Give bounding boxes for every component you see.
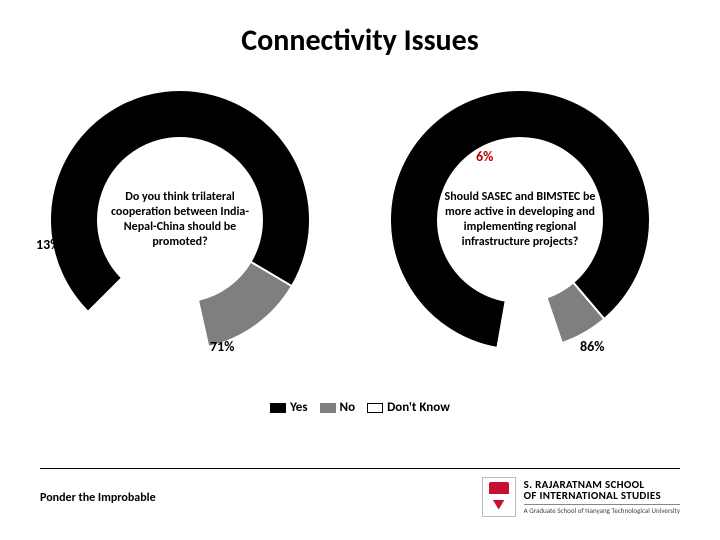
- slice-label: 71%: [210, 338, 234, 355]
- legend-label: Don't Know: [387, 400, 450, 415]
- donut-chart-left: Do you think trilateral cooperation betw…: [40, 80, 340, 360]
- legend-item: No: [320, 400, 356, 415]
- footer-tagline: Ponder the Improbable: [40, 485, 156, 505]
- legend: Yes No Don't Know: [0, 400, 720, 417]
- donut-center-text-left: Do you think trilateral cooperation betw…: [40, 80, 320, 360]
- legend-swatch-icon: [270, 403, 286, 413]
- crest-icon: [482, 477, 516, 517]
- slide: Connectivity Issues Do you think trilate…: [0, 0, 720, 540]
- legend-item: Yes: [270, 400, 307, 415]
- slice-label: 16%: [100, 140, 124, 157]
- slice-label: 13%: [36, 236, 60, 253]
- slice-label: 86%: [580, 338, 604, 355]
- school-name-line2: OF INTERNATIONAL STUDIES: [524, 490, 680, 502]
- slice-label: 6%: [476, 148, 493, 165]
- slice-label: 8%: [570, 130, 587, 147]
- school-logo: S. RAJARATNAM SCHOOL OF INTERNATIONAL ST…: [482, 473, 680, 517]
- school-subtext: A Graduate School of Nanyang Technologic…: [524, 504, 680, 514]
- legend-label: No: [340, 400, 356, 415]
- legend-swatch-icon: [320, 403, 336, 413]
- slide-title: Connectivity Issues: [0, 22, 720, 59]
- school-text: S. RAJARATNAM SCHOOL OF INTERNATIONAL ST…: [524, 479, 680, 514]
- legend-swatch-icon: [367, 403, 383, 413]
- donut-center-text-right: Should SASEC and BIMSTEC be more active …: [380, 80, 660, 360]
- legend-item: Don't Know: [367, 400, 450, 415]
- charts-row: Do you think trilateral cooperation betw…: [40, 80, 680, 390]
- footer: Ponder the Improbable S. RAJARATNAM SCHO…: [40, 468, 680, 520]
- donut-chart-right: Should SASEC and BIMSTEC be more active …: [380, 80, 680, 360]
- legend-label: Yes: [290, 400, 307, 415]
